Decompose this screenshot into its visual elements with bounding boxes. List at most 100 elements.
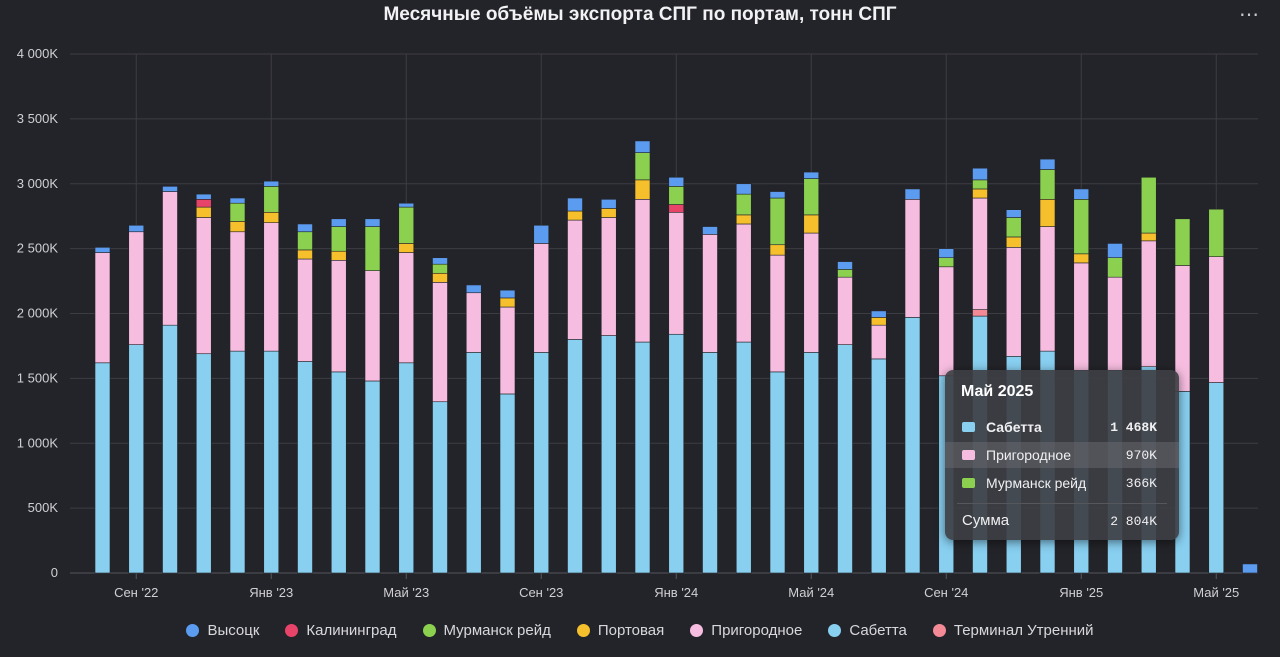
tooltip-row-sabetta: Сабетта 1 468K (945, 414, 1179, 440)
x-tick-label: Май '25 (1193, 585, 1239, 600)
bar-segment (972, 179, 988, 190)
bar-segment (634, 341, 651, 574)
bar-segment (600, 335, 617, 574)
y-tick-label: 2 000K (17, 306, 59, 321)
legend-label: Портовая (597, 622, 665, 639)
bar-segment (904, 317, 921, 574)
bar-segment (465, 292, 482, 353)
bar-segment (94, 247, 111, 253)
bar-segment (870, 324, 887, 360)
bar-segment (870, 310, 887, 318)
x-tick-label: Сен '22 (114, 585, 158, 600)
bar-segment (938, 266, 955, 377)
legend-label: Сабетта (849, 622, 907, 639)
bar-segment (1174, 218, 1191, 266)
bar-segment (364, 226, 381, 271)
bar-segment (330, 260, 347, 373)
bar-segment (735, 183, 752, 195)
tooltip-row-prigorodnoe: Пригородное 970K (945, 442, 1179, 468)
bar-segment (803, 171, 820, 179)
bar-segment (634, 179, 651, 200)
bar-segment (364, 270, 381, 382)
bar-segment (1005, 236, 1022, 248)
bar-segment (432, 272, 448, 283)
bar-segment (330, 250, 347, 261)
legend-item[interactable]: Пригородное (690, 622, 802, 639)
bar-segment (1107, 276, 1123, 371)
bar-segment (297, 361, 313, 574)
bar-segment (1208, 256, 1225, 383)
bar-segment (702, 234, 718, 353)
bar-segment (1208, 208, 1225, 257)
bar-segment (567, 219, 583, 340)
bar-segment (1140, 176, 1157, 234)
bar-segment (533, 224, 550, 244)
bar-segment (499, 297, 516, 308)
x-tick-label: Янв '25 (1059, 585, 1103, 600)
legend-item[interactable]: Калининград (285, 622, 397, 639)
bar-segment (297, 231, 313, 251)
menu-icon[interactable]: ⋯ (1239, 4, 1260, 26)
bar-segment (803, 214, 820, 234)
bar-segment (567, 339, 583, 574)
bar-segment (364, 380, 381, 574)
bar-segment (398, 362, 415, 574)
bar-segment (735, 193, 752, 216)
legend-item[interactable]: Сабетта (828, 622, 907, 639)
y-tick-label: 1 500K (17, 370, 59, 385)
bar-segment (499, 393, 516, 574)
bar-segment (432, 257, 448, 265)
bar-segment (972, 188, 988, 199)
bar-segment (229, 350, 246, 574)
bar-segment (1039, 226, 1056, 352)
bar-segment (1140, 240, 1157, 367)
bar-segment (398, 243, 415, 253)
bar-segment (668, 333, 685, 574)
bar-segment (1107, 243, 1123, 259)
tooltip-swatch (962, 478, 975, 488)
legend-label: Калининград (306, 622, 397, 639)
legend-item[interactable]: Мурманск рейд (422, 622, 551, 639)
legend-item[interactable]: Высоцк (186, 622, 259, 639)
bar-segment (162, 324, 178, 574)
tooltip-series-value: 970K (1125, 447, 1157, 463)
tooltip-series-value: 366K (1125, 475, 1157, 491)
legend-swatch (932, 624, 946, 637)
bar-segment (1005, 247, 1022, 357)
tooltip-swatch (962, 422, 975, 432)
bar-segment (398, 252, 415, 364)
tooltip-series-value: 1 468K (1110, 419, 1157, 435)
bar-segment (702, 352, 718, 574)
bar-segment (1107, 257, 1123, 278)
chart-title: Месячные объёмы экспорта СПГ по портам, … (383, 4, 897, 25)
y-tick-label: 4 000K (17, 46, 59, 61)
bar-segment (600, 217, 617, 336)
tooltip-series-name: Пригородное (986, 447, 1071, 463)
bar-segment (769, 254, 786, 373)
bar-segment (803, 352, 820, 574)
bar-segment (364, 218, 381, 227)
bar-segment (465, 352, 482, 574)
tooltip: Май 2025 Сабетта 1 468K Пригородное 970K… (945, 370, 1179, 540)
x-tick-label: Янв '24 (654, 585, 698, 600)
bar-segment (668, 186, 685, 205)
bar-segment (263, 186, 280, 213)
legend-label: Пригородное (711, 622, 803, 639)
x-tick-label: Май '23 (383, 585, 429, 600)
legend-item[interactable]: Портовая (576, 622, 665, 639)
bar-segment (600, 208, 617, 218)
bar-segment (1005, 217, 1022, 238)
bar-segment (195, 193, 212, 200)
bar-segment (128, 231, 145, 345)
bar-segment (938, 257, 955, 268)
bar-segment (668, 204, 685, 213)
legend-item[interactable]: Терминал Утренний (932, 622, 1094, 639)
bar-segment (735, 341, 752, 574)
y-tick-label: 0 (51, 565, 58, 580)
bar-segment (499, 289, 516, 299)
bar-segment (1073, 262, 1090, 371)
x-tick-label: Сен '23 (519, 585, 563, 600)
bar-segment (128, 344, 145, 574)
bar-segment (195, 206, 212, 218)
bar-segment (432, 263, 448, 274)
